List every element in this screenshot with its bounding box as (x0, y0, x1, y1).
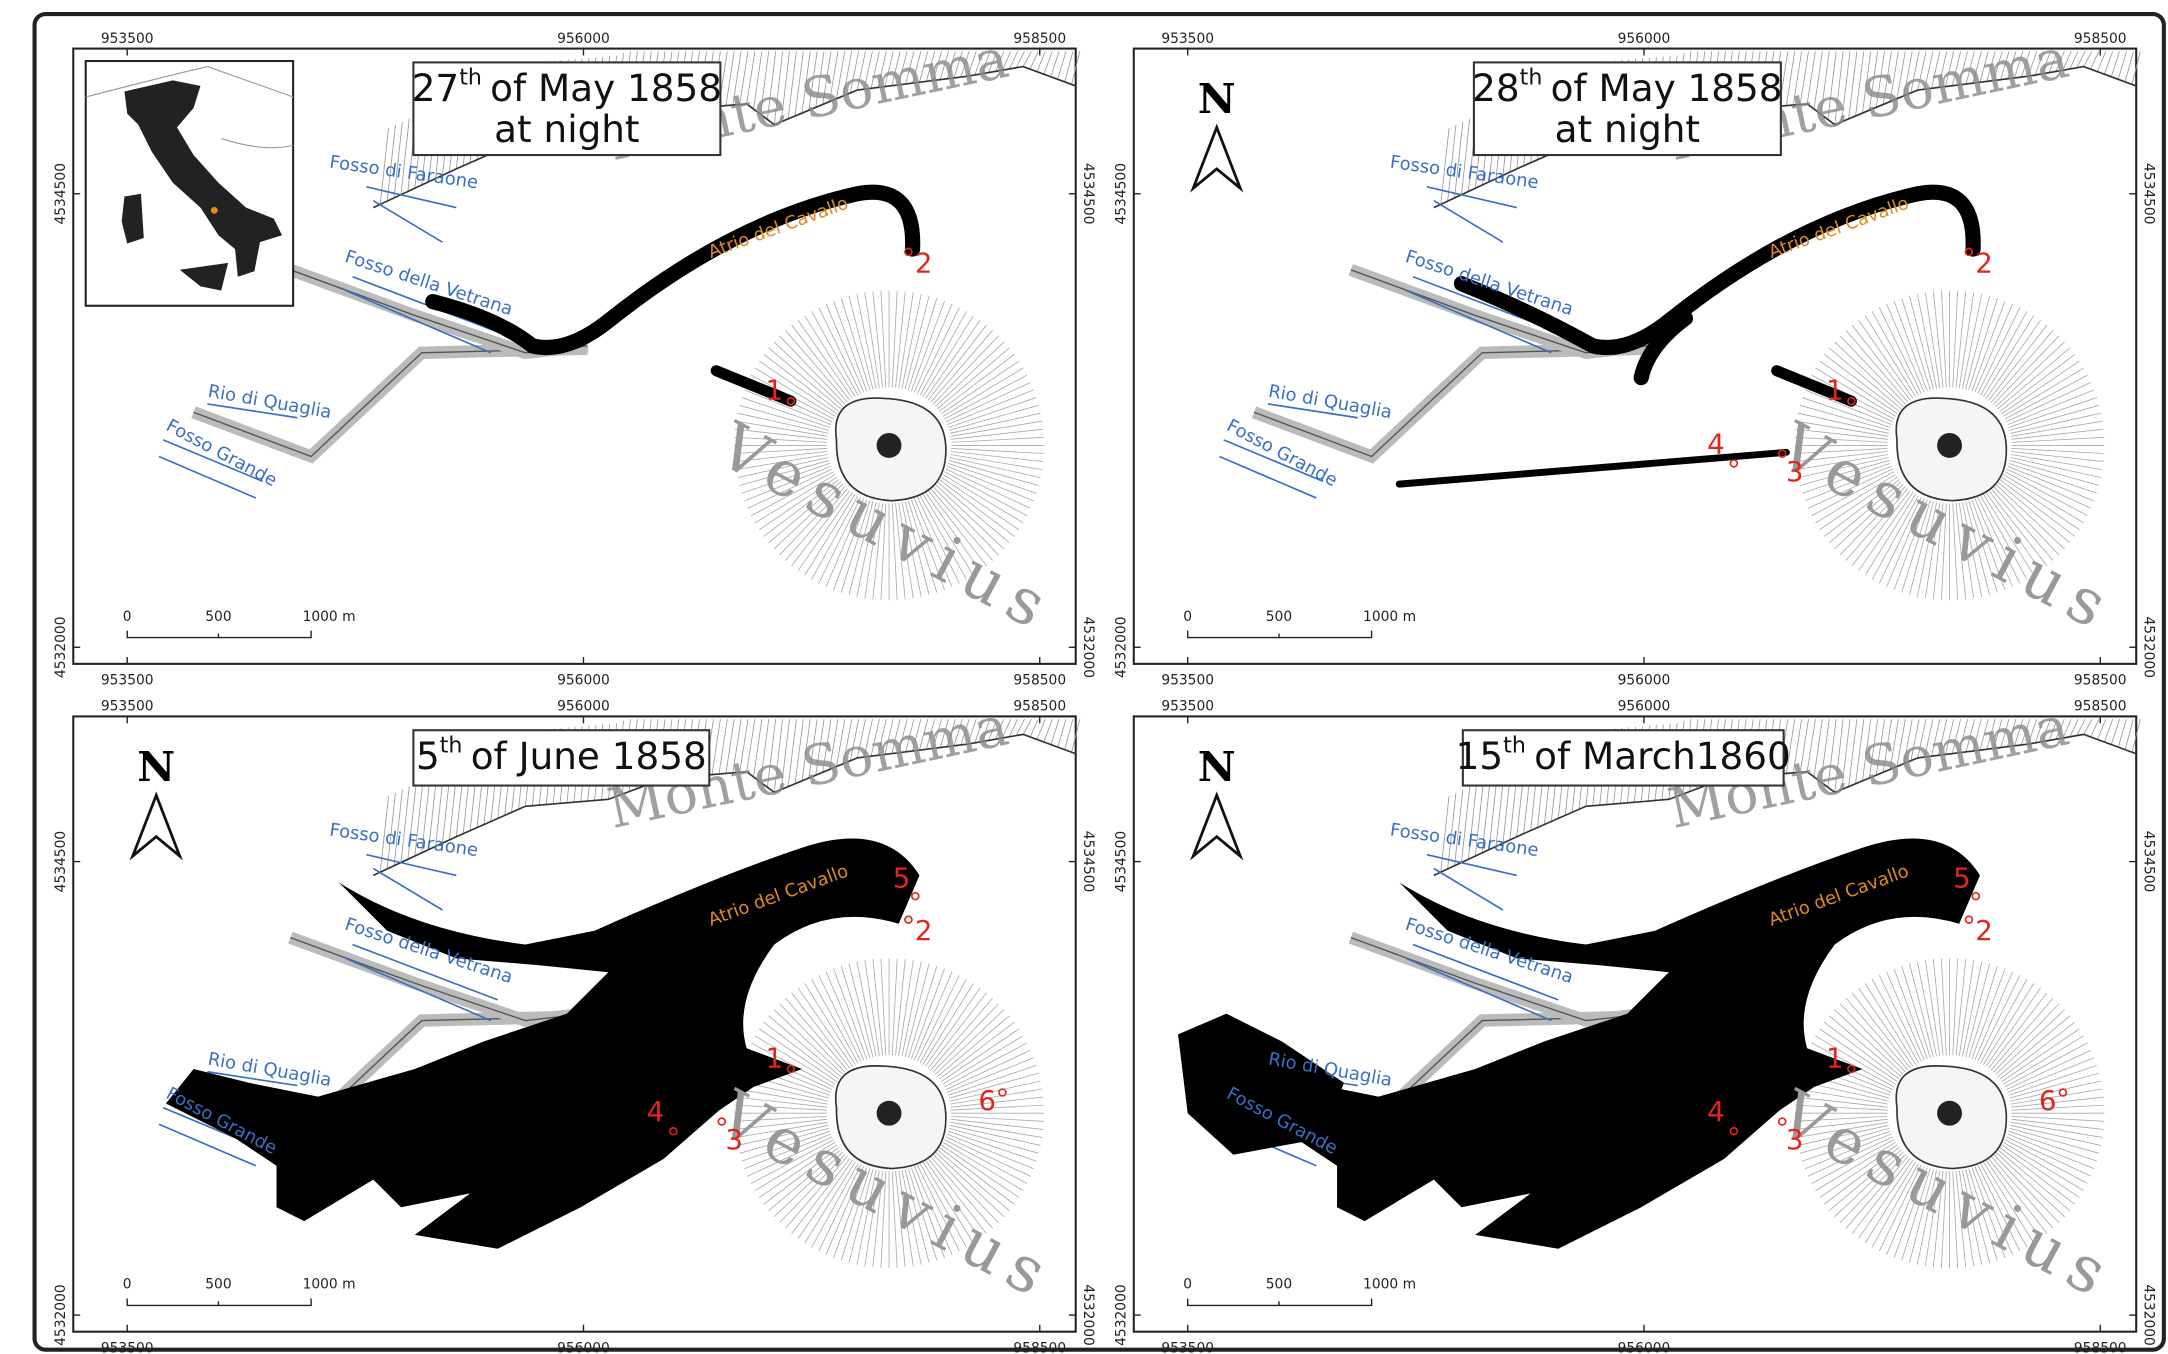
y-coordinate: 4534500 (1113, 163, 1129, 225)
y-coordinate: 4534500 (1113, 831, 1129, 893)
x-coordinate: 956000 (557, 699, 610, 715)
vent-number: 6 (2039, 1084, 2057, 1117)
x-coordinate: 953500 (101, 1340, 154, 1354)
x-coordinate: 953500 (1161, 699, 1214, 715)
y-coordinate: 4532000 (1113, 1284, 1129, 1346)
vent-number: 3 (1786, 1123, 1804, 1156)
map-panel: Monte SommaVesuviusFosso di FaraoneFosso… (53, 695, 1096, 1354)
y-coordinate: 4532000 (1080, 617, 1096, 679)
title-number: 28 (1472, 66, 1520, 110)
vent-number: 1 (765, 1041, 783, 1074)
title-number: 15 (1456, 733, 1504, 777)
y-coordinate: 4534500 (53, 831, 69, 893)
scale-label: 500 (1266, 609, 1292, 625)
vent-number: 4 (1707, 1095, 1725, 1128)
scale-label: 500 (205, 609, 231, 625)
north-label: N (1198, 74, 1236, 123)
scale-label: 1000 m (1363, 1277, 1416, 1293)
scale-label: 500 (205, 1277, 231, 1293)
vent-number: 2 (915, 914, 933, 947)
vent-number: 3 (725, 1123, 743, 1156)
title-number: 27 (412, 66, 460, 110)
title-text: of March1860 (1534, 733, 1791, 777)
x-coordinate: 956000 (1618, 31, 1671, 47)
title-number: 5 (416, 733, 440, 777)
scale-label: 0 (123, 1277, 132, 1293)
y-coordinate: 4532000 (2141, 617, 2157, 679)
figure: Monte SommaVesuviusFosso di FaraoneFosso… (0, 0, 2168, 1354)
y-coordinate: 4532000 (2141, 1284, 2157, 1346)
north-label: N (137, 742, 175, 791)
title-suffix: th (440, 732, 463, 758)
vent-number: 6 (978, 1084, 996, 1117)
y-coordinate: 4534500 (1080, 831, 1096, 893)
crater (877, 433, 902, 458)
x-coordinate: 953500 (1161, 1340, 1214, 1354)
x-coordinate: 958500 (1013, 699, 1066, 715)
title-suffix: th (459, 64, 482, 90)
y-coordinate: 4534500 (53, 163, 69, 225)
vent-number: 5 (1953, 862, 1971, 895)
x-coordinate: 958500 (2074, 699, 2127, 715)
north-label: N (1198, 742, 1236, 791)
x-coordinate: 953500 (1161, 672, 1214, 688)
scale-label: 1000 m (303, 609, 356, 625)
crater (877, 1101, 902, 1126)
x-coordinate: 958500 (1013, 672, 1066, 688)
x-coordinate: 953500 (101, 672, 154, 688)
vent-number: 2 (915, 246, 933, 279)
x-coordinate: 958500 (2074, 31, 2127, 47)
scale-label: 500 (1266, 1277, 1292, 1293)
x-coordinate: 958500 (2074, 1340, 2127, 1354)
panel-title: 27th of May 1858 (412, 64, 722, 109)
title-suffix: th (1520, 64, 1543, 90)
x-coordinate: 956000 (1618, 1340, 1671, 1354)
title-text: of June 1858 (471, 733, 707, 777)
x-coordinate: 956000 (557, 1340, 610, 1354)
y-coordinate: 4532000 (53, 1284, 69, 1346)
vent-number: 5 (893, 862, 911, 895)
title-suffix: th (1503, 732, 1526, 758)
y-coordinate: 4534500 (2141, 831, 2157, 893)
inset-location (211, 207, 218, 214)
scale-label: 0 (123, 609, 132, 625)
vent-number: 2 (1975, 246, 1993, 279)
vent-number: 1 (1826, 1041, 1844, 1074)
x-coordinate: 956000 (1618, 672, 1671, 688)
x-coordinate: 956000 (557, 672, 610, 688)
map-panel: Monte SommaVesuviusFosso di FaraoneFosso… (1113, 695, 2156, 1354)
title-text: of May 1858 (490, 66, 722, 110)
panel-subtitle: at night (494, 107, 639, 151)
vent-number: 2 (1975, 914, 1993, 947)
y-coordinate: 4534500 (2141, 163, 2157, 225)
vent-number: 4 (1707, 427, 1725, 460)
panel-subtitle: at night (1555, 107, 1700, 151)
vent-number: 1 (1826, 373, 1844, 406)
x-coordinate: 956000 (557, 31, 610, 47)
x-coordinate: 953500 (101, 31, 154, 47)
scale-label: 0 (1183, 1277, 1192, 1293)
x-coordinate: 958500 (1013, 1340, 1066, 1354)
vent-number: 3 (1786, 455, 1804, 488)
crater (1937, 1101, 1962, 1126)
map-panel: Monte SommaVesuviusFosso di FaraoneFosso… (1113, 27, 2156, 689)
x-coordinate: 956000 (1618, 699, 1671, 715)
vent-number: 4 (647, 1095, 665, 1128)
scale-label: 1000 m (1363, 609, 1416, 625)
crater (1937, 433, 1962, 458)
x-coordinate: 953500 (1161, 31, 1214, 47)
x-coordinate: 958500 (1013, 31, 1066, 47)
y-coordinate: 4534500 (1080, 163, 1096, 225)
title-text: of May 1858 (1551, 66, 1783, 110)
y-coordinate: 4532000 (1080, 1284, 1096, 1346)
panel-title: 28th of May 1858 (1472, 64, 1782, 109)
scale-label: 0 (1183, 609, 1192, 625)
y-coordinate: 4532000 (1113, 617, 1129, 679)
vent-number: 1 (765, 373, 783, 406)
x-coordinate: 953500 (101, 699, 154, 715)
x-coordinate: 958500 (2074, 672, 2127, 688)
scale-label: 1000 m (303, 1277, 356, 1293)
y-coordinate: 4532000 (53, 617, 69, 679)
